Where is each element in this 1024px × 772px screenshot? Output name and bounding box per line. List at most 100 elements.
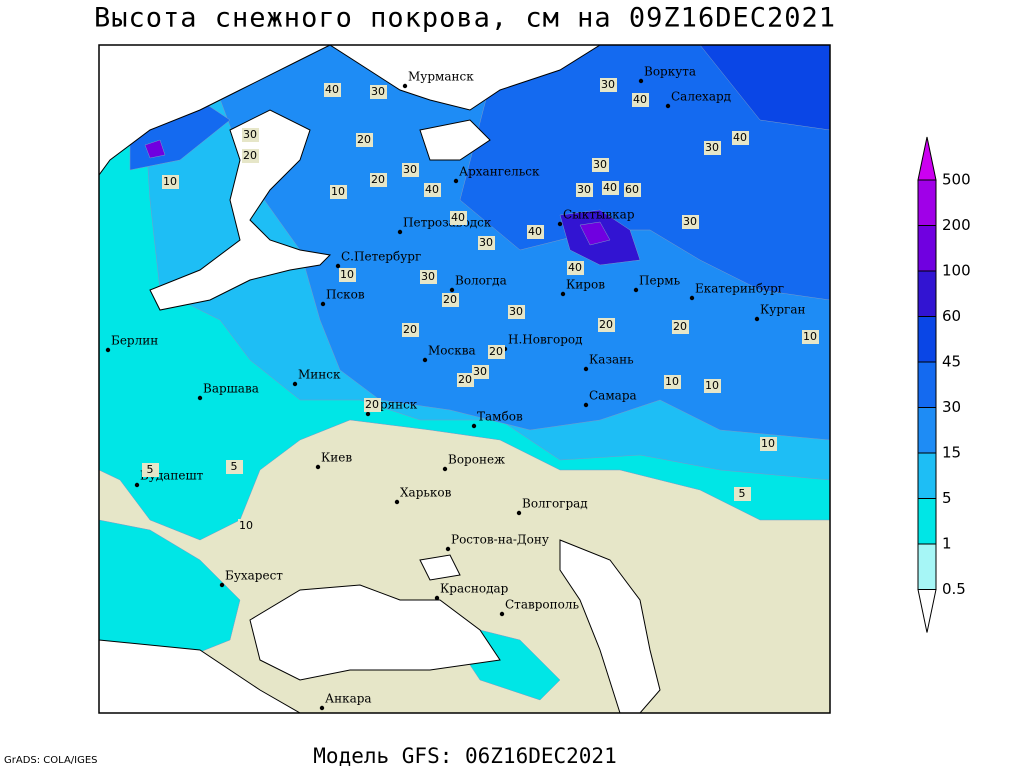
contour-label-box	[478, 236, 495, 250]
colorbar-label: 60	[942, 307, 961, 325]
contour-label: 30	[593, 158, 607, 171]
model-label: Модель GFS: 06Z16DEC2021	[313, 744, 616, 768]
colorbar-label: 200	[942, 216, 971, 234]
colorbar-high	[917, 136, 937, 181]
city-label: Вологда	[455, 274, 507, 288]
contour-label: 20	[599, 318, 613, 331]
contour-label-box	[602, 181, 619, 195]
contour-label-box	[242, 128, 259, 142]
contour-label: 20	[673, 320, 687, 333]
contour-label: 30	[403, 163, 417, 176]
contour-label-box	[567, 261, 584, 275]
sea	[329, 45, 601, 111]
city-dot	[665, 103, 671, 109]
contour-label: 20	[371, 173, 385, 186]
contour-label: 30	[601, 78, 615, 91]
contour-label: 5	[739, 487, 746, 500]
city-label: Псков	[326, 288, 365, 302]
contour-label: 30	[371, 85, 385, 98]
contour-label: 40	[633, 93, 647, 106]
contour-label-box	[624, 183, 641, 197]
contour-label: 30	[479, 236, 493, 249]
snow-zone	[144, 139, 166, 159]
contour-label-box	[488, 345, 505, 359]
contour-label: 10	[803, 330, 817, 343]
contour-label-box	[142, 463, 159, 477]
city-label: Минск	[298, 368, 341, 382]
contour-label: 30	[705, 141, 719, 154]
contour-label-box	[598, 318, 615, 332]
colorbar-box	[917, 452, 937, 499]
contour-label-box	[704, 141, 721, 155]
city-dot	[638, 78, 644, 84]
contour-label-box	[324, 83, 341, 97]
colorbar-box	[917, 179, 937, 226]
city-label: Салехард	[671, 90, 731, 104]
city-dot	[134, 482, 140, 488]
city-dot	[320, 301, 326, 307]
contour-label: 10	[331, 185, 345, 198]
city-dot	[557, 221, 563, 227]
contour-label-box	[664, 375, 681, 389]
city-label: Анкара	[325, 692, 372, 706]
city-label: Киров	[566, 278, 605, 292]
sea	[419, 554, 461, 581]
city-dot	[442, 466, 448, 472]
city-label: С.Петербург	[341, 250, 421, 264]
contour-label-box	[508, 305, 525, 319]
credit: GrADS: COLA/IGES	[4, 755, 98, 766]
contour-label: 20	[489, 345, 503, 358]
contour-label: 30	[243, 128, 257, 141]
contour-label-box	[682, 215, 699, 229]
city-label: Варшава	[203, 382, 259, 396]
city-label: Петрозаводск	[403, 216, 492, 230]
contour-label-box	[356, 133, 373, 147]
colorbar-box	[917, 407, 937, 454]
contour-label: 40	[528, 225, 542, 238]
contour-label: 10	[340, 268, 354, 281]
city-dot	[219, 582, 225, 588]
city-dot	[292, 381, 298, 387]
city-label: Москва	[428, 344, 476, 358]
colorbar-box	[917, 498, 937, 545]
contour-label-box	[632, 93, 649, 107]
city-dot	[105, 347, 111, 353]
city-label: Харьков	[400, 486, 452, 500]
contour-label-box	[672, 320, 689, 334]
colorbar-label: 15	[942, 444, 961, 462]
contour-label: 40	[425, 183, 439, 196]
contour-label: 30	[421, 270, 435, 283]
contour-label: 20	[357, 133, 371, 146]
city-dot	[471, 423, 477, 429]
sea	[419, 119, 491, 161]
city-dot	[402, 83, 408, 89]
contour-label-box	[450, 211, 467, 225]
snow-zone	[459, 45, 830, 301]
sea	[99, 639, 302, 713]
contour-label: 10	[239, 519, 253, 532]
contour-label: 10	[163, 175, 177, 188]
colorbar-label: 0.5	[942, 580, 966, 598]
city-label: Бухарест	[225, 569, 283, 583]
city-dot	[689, 295, 695, 301]
contour-label-box	[527, 225, 544, 239]
city-dot	[583, 366, 589, 372]
contour-label-box	[226, 460, 243, 474]
city-label: Н.Новгород	[508, 333, 583, 347]
city-dot	[365, 411, 371, 417]
colorbar-label: 100	[942, 262, 971, 280]
city-dot	[422, 357, 428, 363]
sea	[249, 584, 501, 681]
city-label: Пермь	[639, 274, 681, 288]
city-label: Киев	[321, 451, 352, 465]
contour-label: 20	[403, 323, 417, 336]
contour-label: 20	[243, 149, 257, 162]
colorbar-low	[917, 589, 937, 633]
colorbar-label: 5	[942, 489, 952, 507]
contour-label-box	[704, 379, 721, 393]
contour-label-box	[472, 365, 489, 379]
contour-label-box	[420, 270, 437, 284]
